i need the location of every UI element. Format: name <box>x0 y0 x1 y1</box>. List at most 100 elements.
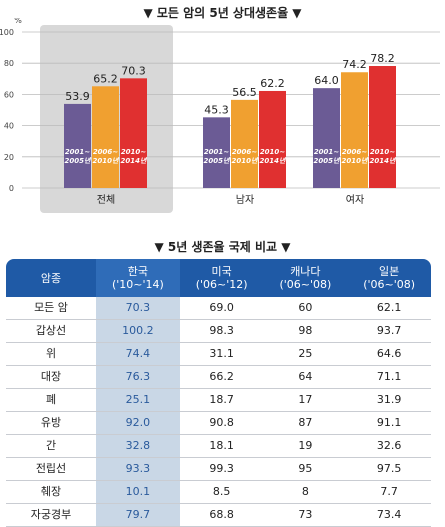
data-label: 65.2 <box>93 72 118 85</box>
value-cell: 68.8 <box>209 508 234 521</box>
category-label: 전체 <box>97 194 115 206</box>
value-cell: 31.9 <box>376 393 402 406</box>
category-label: 남자 <box>236 194 254 206</box>
series-period-label: 2010~ <box>370 148 395 156</box>
table-row: 모든 암 70.3 69.0 60 62.1 <box>6 297 431 320</box>
data-label: 62.2 <box>260 77 285 90</box>
cancer-type-cell: 모든 암 <box>34 301 68 314</box>
data-label: 45.3 <box>204 103 229 116</box>
table-body: 모든 암 70.3 69.0 60 62.1 갑상선 100.2 98.3 98 93.7 위 74.… <box>6 297 431 527</box>
cancer-type-cell: 폐 <box>45 393 57 406</box>
value-cell: 25.1 <box>96 389 180 411</box>
value-cell: 70.3 <box>96 297 180 319</box>
table-row: 간 32.8 18.1 19 32.6 <box>6 435 431 458</box>
cancer-type-cell: 대장 <box>40 370 62 383</box>
bar <box>120 78 147 188</box>
series-period-label: 2006~ <box>93 148 118 156</box>
value-cell: 19 <box>298 439 313 452</box>
data-label: 74.2 <box>342 58 367 71</box>
value-cell: 73 <box>298 508 313 521</box>
value-cell: 31.1 <box>209 347 234 360</box>
value-cell: 18.7 <box>209 393 234 406</box>
y-unit: % <box>14 18 22 25</box>
header-cancer-type: 암종 <box>40 271 62 285</box>
y-tick-label: 80 <box>4 59 14 68</box>
series-period-label: 2010~ <box>121 148 146 156</box>
value-cell: 87 <box>298 416 313 429</box>
bar <box>369 66 396 188</box>
value-cell: 90.8 <box>209 416 234 429</box>
cancer-type-cell: 간 <box>45 439 57 452</box>
value-cell: 93.7 <box>376 324 402 337</box>
table-row: 폐 25.1 18.7 17 31.9 <box>6 389 431 412</box>
value-cell: 79.7 <box>96 504 180 526</box>
y-tick-label: 100 <box>0 28 14 37</box>
series-period-label: 2005년 <box>314 157 341 165</box>
value-cell: 64.6 <box>376 347 402 360</box>
value-cell: 64 <box>298 370 313 383</box>
value-cell: 10.1 <box>96 481 180 503</box>
value-cell: 93.3 <box>96 458 180 480</box>
value-cell: 25 <box>298 347 313 360</box>
data-label: 64.0 <box>314 74 339 87</box>
value-cell: 92.0 <box>96 412 180 434</box>
series-period-label: 2010년 <box>342 157 369 165</box>
data-label: 53.9 <box>65 90 90 103</box>
series-period-label: 2005년 <box>65 157 92 165</box>
table-row: 갑상선 100.2 98.3 98 93.7 <box>6 320 431 343</box>
table-row: 대장 76.3 66.2 64 71.1 <box>6 366 431 389</box>
data-label: 78.2 <box>370 52 395 65</box>
value-cell: 32.6 <box>376 439 402 452</box>
value-cell: 98.3 <box>209 324 234 337</box>
y-tick-label: 0 <box>9 184 14 193</box>
value-cell: 76.3 <box>96 366 180 388</box>
value-cell: 95 <box>298 462 313 475</box>
table-title: ▼ 5년 생존율 국제 비교 ▼ <box>154 240 291 254</box>
data-label: 70.3 <box>121 64 146 77</box>
series-period-label: 2010년 <box>93 157 120 165</box>
header-canada: 캐나다 ('06~'08) <box>279 265 332 291</box>
y-tick-label: 20 <box>4 153 14 162</box>
header-usa: 미국 ('06~'12) <box>195 265 248 291</box>
value-cell: 91.1 <box>376 416 402 429</box>
value-cell: 98 <box>298 324 313 337</box>
bar <box>92 86 119 188</box>
cancer-type-cell: 위 <box>45 347 57 360</box>
value-cell: 62.1 <box>376 301 402 314</box>
data-label: 56.5 <box>232 86 257 99</box>
series-period-label: 2006~ <box>232 148 257 156</box>
chart-title: ▼ 모든 암의 5년 상대생존율 ▼ <box>143 6 302 20</box>
comparison-table: 암종 한국 ('10~'14) 미국 ('06~'12) 캐나다 ('06~'08) … <box>6 259 431 527</box>
bar <box>341 72 368 188</box>
cancer-type-cell: 췌장 <box>40 485 62 498</box>
value-cell: 60 <box>298 301 313 314</box>
series-period-label: 2001~ <box>65 148 90 156</box>
table-row: 유방 92.0 90.8 87 91.1 <box>6 412 431 435</box>
table-row: 전립선 93.3 99.3 95 97.5 <box>6 458 431 481</box>
value-cell: 8 <box>301 485 309 498</box>
value-cell: 66.2 <box>209 370 234 383</box>
value-cell: 73.4 <box>376 508 402 521</box>
value-cell: 18.1 <box>209 439 234 452</box>
series-period-label: 2014년 <box>370 157 397 165</box>
bar <box>64 103 91 188</box>
cancer-type-cell: 자궁경부 <box>30 508 72 521</box>
table-row: 위 74.4 31.1 25 64.6 <box>6 343 431 366</box>
value-cell: 8.5 <box>212 485 231 498</box>
value-cell: 71.1 <box>376 370 402 383</box>
bar <box>259 90 286 188</box>
series-period-label: 2005년 <box>204 157 231 165</box>
value-cell: 7.7 <box>380 485 398 498</box>
series-period-label: 2001~ <box>204 148 229 156</box>
series-period-label: 2010~ <box>260 148 285 156</box>
table-row: 자궁경부 79.7 68.8 73 73.4 <box>6 504 431 527</box>
header-korea: 한국 ('10~'14) <box>96 259 180 297</box>
header-japan: 일본 ('06~'08) <box>363 265 416 291</box>
y-tick-label: 40 <box>4 122 14 131</box>
value-cell: 100.2 <box>96 320 180 342</box>
bar <box>203 117 230 188</box>
cancer-type-cell: 유방 <box>40 416 62 429</box>
series-period-label: 2006~ <box>342 148 367 156</box>
value-cell: 17 <box>298 393 313 406</box>
series-period-label: 2014년 <box>121 157 148 165</box>
